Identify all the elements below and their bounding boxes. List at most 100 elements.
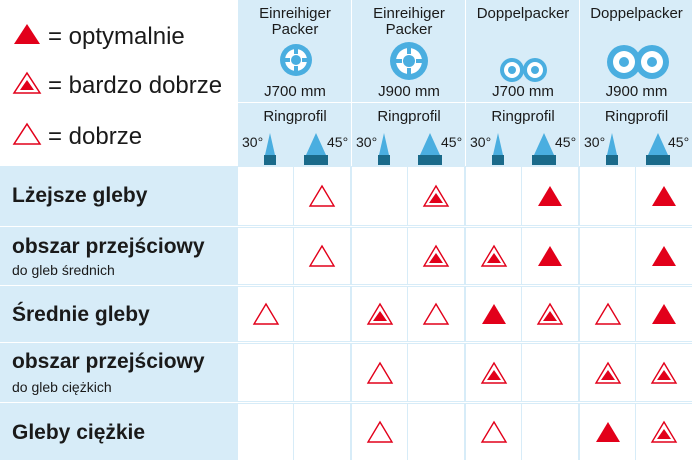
ring-profile-header-2: Ringprofil 30° 45° <box>351 102 466 166</box>
table-cell <box>408 167 464 225</box>
table-cell <box>522 287 578 341</box>
outline-triangle-icon <box>594 302 621 325</box>
packer-size: Ј900 mm <box>378 83 440 100</box>
table-cell <box>408 404 464 460</box>
packer-title: Doppelpacker <box>590 5 683 22</box>
table-cell <box>238 287 293 341</box>
table-cell <box>522 167 578 225</box>
double-ring-icon <box>500 58 547 82</box>
outline-triangle-icon <box>366 420 393 443</box>
angle-45-label: 45° <box>555 134 577 150</box>
table-cell <box>408 287 464 341</box>
filled-triangle-icon <box>652 304 676 324</box>
table-cell <box>352 228 407 284</box>
ring-30-icon <box>378 133 390 165</box>
angle-30-label: 30° <box>470 134 492 150</box>
ring-profile-header-4: Ringprofil 30° 45° <box>579 102 692 166</box>
table-cell <box>636 344 692 401</box>
packer-header-4: Doppelpacker Ј900 mm <box>579 0 692 102</box>
angle-30-label: 30° <box>356 134 378 150</box>
table-cell <box>352 404 407 460</box>
packer-header-3: Doppelpacker Ј700 mm <box>465 0 580 102</box>
row-label: obszar przejściowy <box>12 235 205 258</box>
angle-45-label: 45° <box>327 134 349 150</box>
ring-45-icon <box>418 133 442 165</box>
table-cell <box>522 344 578 401</box>
legend-very-good-text: = bardzo dobrze <box>48 72 223 99</box>
table-cell <box>522 228 578 284</box>
table-cell <box>580 287 635 341</box>
filled-triangle-icon <box>12 22 42 53</box>
double-ring-icon <box>607 45 669 79</box>
row-label: Średnie gleby <box>12 303 150 326</box>
filled-triangle-icon <box>538 246 562 266</box>
table-cell <box>294 167 350 225</box>
dotted-triangle-icon <box>12 71 42 102</box>
ring-profile-label: Ringprofil <box>377 108 441 125</box>
row-sublabel: do gleb średnich <box>12 262 115 278</box>
single-ring-icon <box>390 42 428 80</box>
table-cell <box>294 344 350 401</box>
table-cell <box>238 404 293 460</box>
dotted-triangle-icon <box>536 302 564 325</box>
legend-optimal-text: = optymalnie <box>48 23 185 50</box>
table-cell <box>352 344 407 401</box>
table-cell <box>466 167 521 225</box>
packer-title: Einreihiger Packer <box>373 5 445 38</box>
table-cell <box>238 344 293 401</box>
table-cell <box>466 404 521 460</box>
row-label: obszar przejściowy <box>12 350 205 373</box>
table-cell <box>294 228 350 284</box>
packer-size: Ј700 mm <box>492 83 554 100</box>
table-cell <box>408 228 464 284</box>
table-cell <box>636 404 692 460</box>
table-cell <box>580 344 635 401</box>
outline-triangle-icon <box>12 122 42 153</box>
filled-triangle-icon <box>538 186 562 206</box>
table-cell <box>580 404 635 460</box>
row-label: Gleby ciężkie <box>12 421 146 444</box>
packer-header-2: Einreihiger Packer Ј900 mm <box>351 0 466 102</box>
angle-45-label: 45° <box>668 134 690 150</box>
outline-triangle-icon <box>308 184 336 207</box>
table-cell <box>352 167 407 225</box>
angle-45-label: 45° <box>441 134 463 150</box>
filled-triangle-icon <box>595 422 620 442</box>
dotted-triangle-icon <box>480 361 507 384</box>
dotted-triangle-icon <box>594 361 621 384</box>
outline-triangle-icon <box>252 302 279 325</box>
table-cell <box>466 344 521 401</box>
table-cell <box>466 287 521 341</box>
single-ring-icon <box>280 44 312 76</box>
ring-profile-label: Ringprofil <box>491 108 555 125</box>
outline-triangle-icon <box>308 244 336 267</box>
table-cell <box>580 228 635 284</box>
legend-very-good: = bardzo dobrze <box>12 66 222 106</box>
packer-header-1: Einreihiger Packer Ј700 mm <box>237 0 352 102</box>
table-cell <box>580 167 635 225</box>
table-cell <box>466 228 521 284</box>
table-cell <box>408 344 464 401</box>
table-cell <box>294 404 350 460</box>
ring-30-icon <box>606 133 618 165</box>
table-cell <box>294 287 350 341</box>
filled-triangle-icon <box>481 304 506 324</box>
ring-45-icon <box>532 133 556 165</box>
table-cell <box>238 228 293 284</box>
packer-size: Ј700 mm <box>264 83 326 100</box>
dotted-triangle-icon <box>366 302 393 325</box>
filled-triangle-icon <box>652 186 676 206</box>
table-cell <box>352 287 407 341</box>
dotted-triangle-icon <box>480 244 507 267</box>
table-cell <box>238 167 293 225</box>
angle-30-label: 30° <box>242 134 264 150</box>
legend-optimal: = optymalnie <box>12 17 185 57</box>
legend-good-text: = dobrze <box>48 123 143 150</box>
outline-triangle-icon <box>480 420 507 443</box>
outline-triangle-icon <box>366 361 393 384</box>
packer-title: Einreihiger Packer <box>259 5 331 38</box>
dotted-triangle-icon <box>422 184 450 207</box>
ring-profile-header-1: Ringprofil 30° 45° <box>237 102 352 166</box>
filled-triangle-icon <box>652 246 676 266</box>
